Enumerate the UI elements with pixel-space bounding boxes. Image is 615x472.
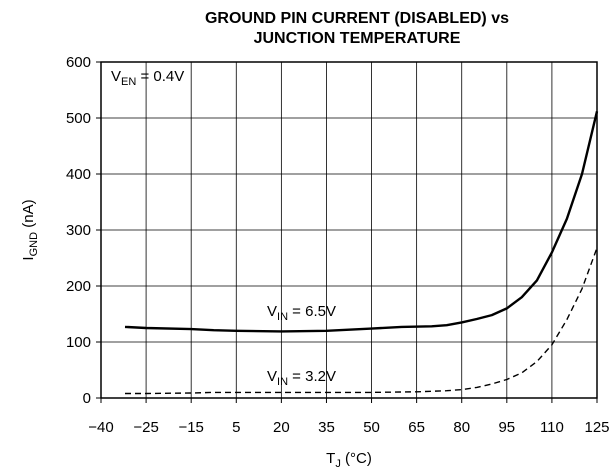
- x-tick-label: −25: [133, 419, 158, 436]
- x-tick-label: −40: [88, 419, 113, 436]
- x-tick-label: 80: [453, 419, 470, 436]
- series-label-6-5v: VIN = 6.5V: [267, 303, 336, 323]
- x-tick-label: 5: [232, 419, 240, 436]
- x-axis-label: TJ (°C): [326, 450, 372, 470]
- y-tick-labels: 0 100 200 300 400 500 600: [66, 54, 91, 407]
- x-tick-label: 65: [408, 419, 425, 436]
- chart-title-line1: GROUND PIN CURRENT (DISABLED) vs: [205, 10, 509, 27]
- y-tick-label: 500: [66, 110, 91, 127]
- chart-title-line2: JUNCTION TEMPERATURE: [254, 30, 461, 47]
- y-tick-label: 600: [66, 54, 91, 71]
- plot-frame: [100, 61, 598, 399]
- series-line-3-2v: [125, 247, 598, 395]
- series-group: [124, 111, 599, 395]
- y-axis-label: IGND (nA): [20, 199, 40, 260]
- y-tick-label: 300: [66, 222, 91, 239]
- x-tick-label: −15: [178, 419, 203, 436]
- x-tick-label: 20: [273, 419, 290, 436]
- series-label-3-2v: VIN = 3.2V: [267, 368, 336, 388]
- y-tick-label: 100: [66, 334, 91, 351]
- y-tick-label: 400: [66, 166, 91, 183]
- grid: [96, 61, 598, 403]
- x-tick-labels: −40 −25 −15 5 20 35 50 65 80 95 110 125: [88, 419, 609, 436]
- x-tick-label: 95: [498, 419, 515, 436]
- x-tick-label: 35: [318, 419, 335, 436]
- condition-label: VEN = 0.4V: [111, 68, 184, 88]
- y-tick-label: 200: [66, 278, 91, 295]
- x-tick-label: 110: [540, 419, 564, 436]
- x-tick-label: 125: [584, 419, 609, 436]
- y-tick-label: 0: [83, 390, 91, 407]
- x-tick-label: 50: [363, 419, 380, 436]
- series-line-6-5v: [124, 111, 599, 333]
